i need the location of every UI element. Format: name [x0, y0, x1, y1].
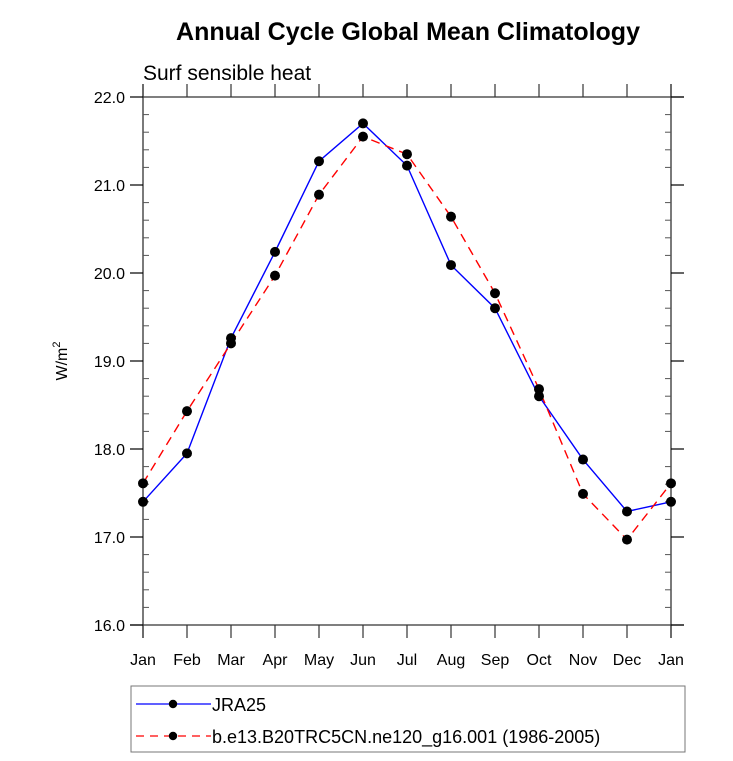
- legend-label-jra25: JRA25: [212, 695, 266, 715]
- axes: Jan Feb Mar Apr May Jun Jul Aug Sep Oct Nov Dec Jan 1…: [94, 84, 684, 669]
- data-point-series-1: [490, 288, 500, 299]
- data-point-series-0: [402, 160, 412, 171]
- chart-subtitle: Surf sensible heat: [143, 62, 311, 85]
- legend-marker-model: [168, 731, 178, 741]
- x-tick-label: Jul: [397, 652, 417, 669]
- y-axis-label: W/m2: [51, 342, 71, 381]
- data-point-series-1: [446, 211, 456, 222]
- y-tick-label: 20.0: [94, 266, 125, 283]
- y-tick-label: 16.0: [94, 618, 125, 635]
- data-point-series-0: [358, 118, 368, 129]
- series-line-0: [142, 122, 672, 513]
- x-tick-label: Jun: [350, 652, 376, 669]
- x-tick-label: Nov: [569, 652, 597, 669]
- data-point-series-0: [490, 303, 500, 314]
- data-point-series-1: [402, 149, 412, 160]
- data-point-series-0: [138, 496, 148, 507]
- y-tick-label: 19.0: [94, 354, 125, 371]
- x-tick-label: Jan: [130, 652, 156, 669]
- x-tick-label: Feb: [173, 652, 201, 669]
- data-point-series-1: [358, 131, 368, 142]
- chart-title: Annual Cycle Global Mean Climatology: [176, 18, 640, 46]
- data-point-series-0: [270, 246, 280, 257]
- legend-box: [130, 685, 686, 753]
- series-line-1: [142, 135, 672, 541]
- legend-label-model: b.e13.B20TRC5CN.ne120_g16.001 (1986-2005…: [212, 727, 600, 748]
- x-tick-label: May: [304, 652, 334, 669]
- data-point-series-1: [314, 189, 324, 200]
- y-tick-label: 18.0: [94, 442, 125, 459]
- data-point-series-0: [578, 454, 588, 465]
- data-point-series-0: [534, 391, 544, 402]
- data-point-series-0: [182, 448, 192, 459]
- x-tick-label: Jan: [658, 652, 684, 669]
- data-point-series-0: [622, 506, 632, 517]
- data-point-series-1: [666, 478, 676, 489]
- y-axis-label-superscript: 2: [51, 342, 63, 348]
- y-tick-label: 22.0: [94, 90, 125, 107]
- data-point-series-0: [314, 156, 324, 167]
- data-point-series-0: [666, 496, 676, 507]
- data-point-series-1: [534, 384, 544, 395]
- legend: JRA25 b.e13.B20TRC5CN.ne120_g16.001 (198…: [130, 685, 686, 753]
- x-tick-label: Apr: [263, 652, 289, 669]
- data-point-series-1: [226, 338, 236, 349]
- data-point-series-1: [182, 406, 192, 417]
- data-point-series-1: [138, 478, 148, 489]
- legend-marker-jra25: [168, 699, 178, 709]
- x-tick-label: Aug: [437, 652, 465, 669]
- series-layer: [138, 118, 676, 545]
- data-point-series-0: [446, 260, 456, 271]
- data-point-series-1: [270, 270, 280, 281]
- x-tick-label: Sep: [481, 652, 510, 669]
- x-tick-label: Dec: [613, 652, 641, 669]
- y-tick-label: 21.0: [94, 178, 125, 195]
- x-tick-label: Oct: [527, 652, 552, 669]
- data-point-series-1: [622, 534, 632, 545]
- y-tick-label: 17.0: [94, 530, 125, 547]
- x-tick-label: Mar: [217, 652, 245, 669]
- data-point-series-1: [578, 488, 588, 499]
- y-axis-label-unit: W/m: [54, 348, 71, 381]
